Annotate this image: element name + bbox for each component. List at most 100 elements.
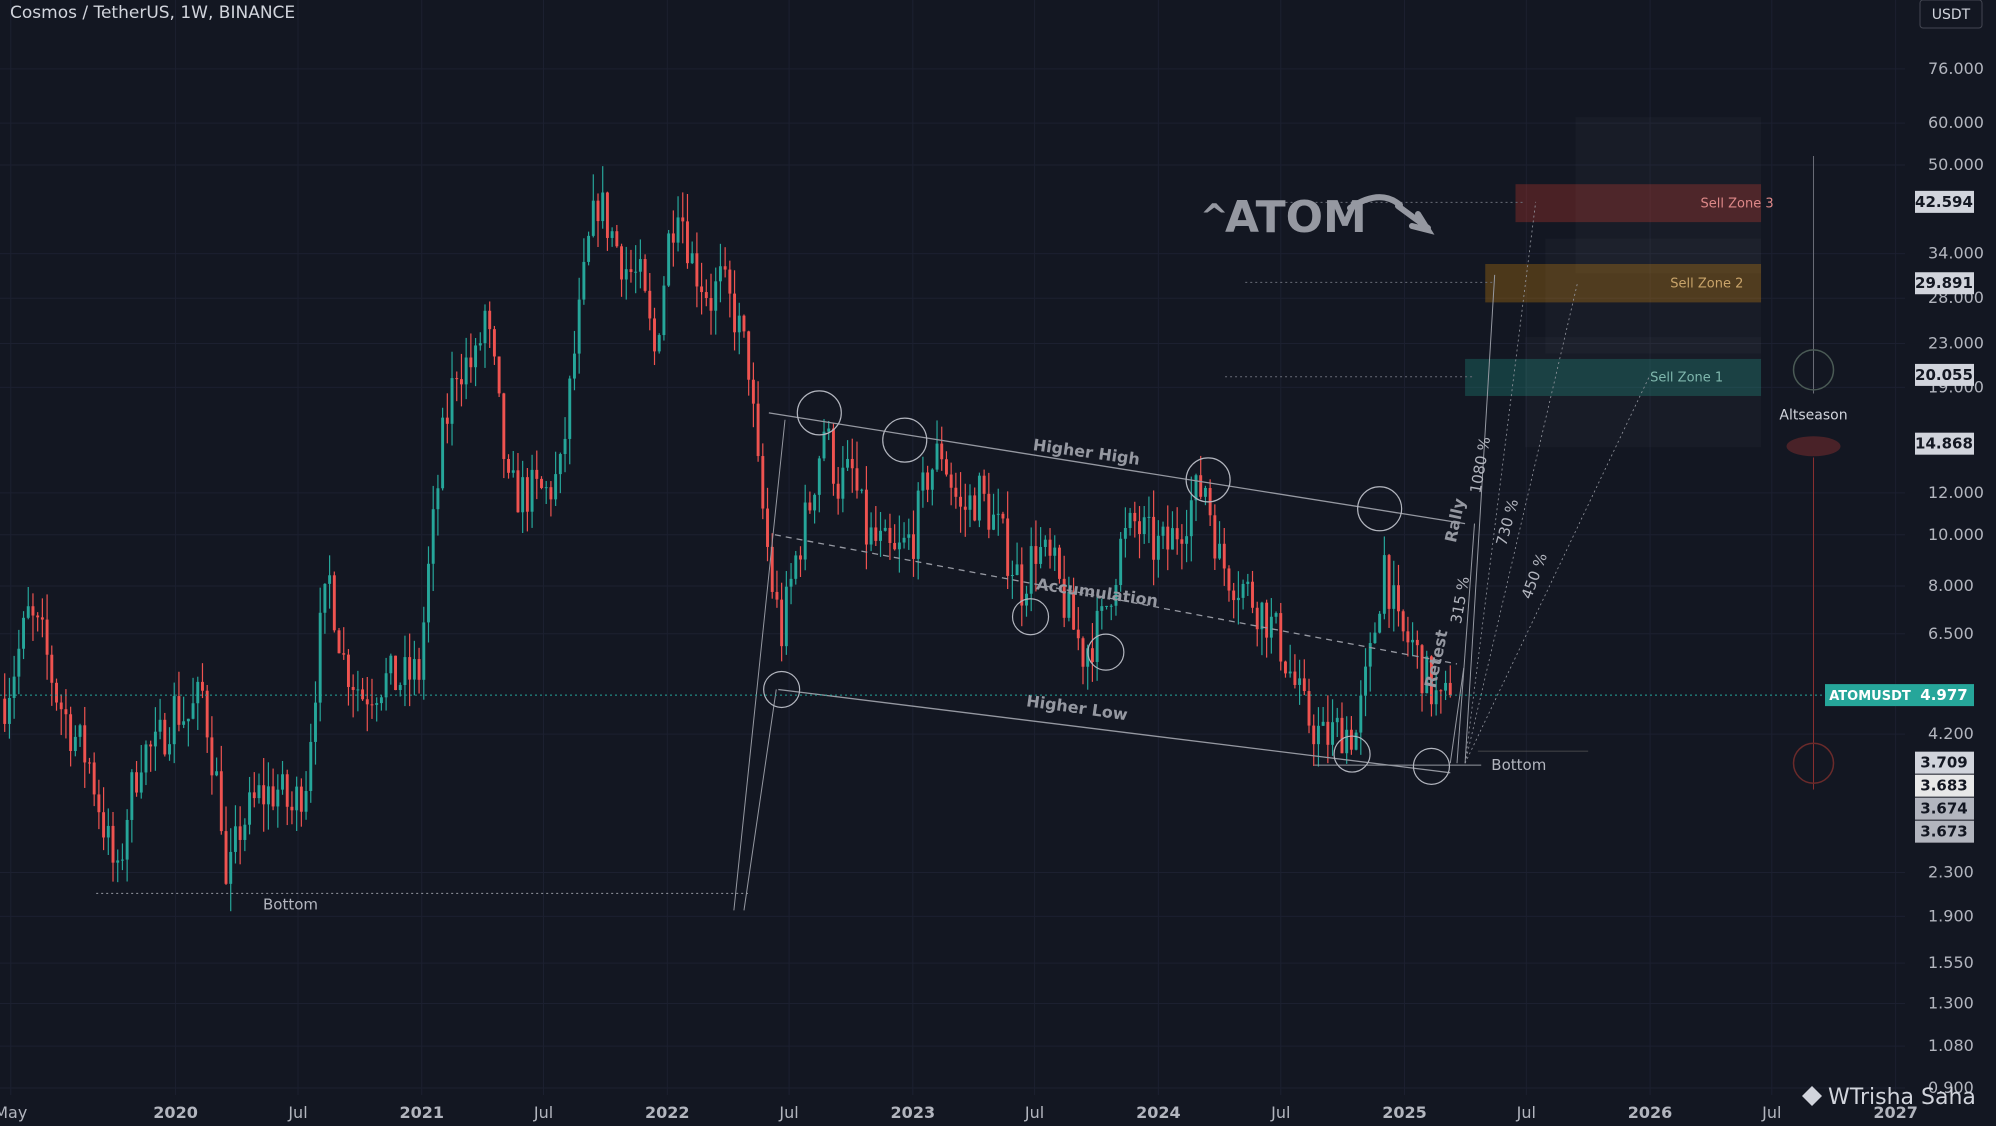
candle-body [1142,517,1146,535]
candle-body [3,698,7,724]
candle-body [1029,546,1033,594]
time-axis[interactable]: May 2020 Jul 2021 Jul 2022 Jul 2023 Jul 2024 Jul 20… [0,1103,1918,1122]
candle-body [427,563,430,623]
sell-zone-band [1465,358,1762,396]
target-line-1080 [1464,201,1537,764]
candle-body [775,591,779,600]
candle-body [252,792,256,799]
candle-body [88,762,91,764]
candle-body [1119,538,1123,586]
candle-body [1171,528,1174,550]
candle-body [201,681,204,691]
candle-body [116,860,120,863]
candle-body [1251,581,1254,608]
candle-body [205,690,209,738]
candle-body [1429,656,1433,705]
retest-arrow [1449,667,1465,764]
candle-body [172,696,176,745]
candle-body [1284,661,1287,674]
candle-body [831,428,835,484]
candle-body [464,357,468,385]
candle-body [817,458,821,495]
candle-body [459,379,463,385]
candle-body [1227,568,1231,591]
candle-body [700,286,704,293]
candle-body [243,824,247,840]
y-tick-label: 12.000 [1928,483,1984,502]
candle-body [601,192,605,222]
higher-low-label: Higher Low [1025,691,1129,724]
candle-body [855,468,859,491]
candle-body [582,261,586,300]
candle-body [1425,656,1429,694]
candle-body [521,477,525,513]
candle-body [314,702,317,742]
candle-body [328,575,332,584]
y-tick-label: 0.900 [1928,1078,1974,1097]
candle-body [229,851,233,884]
candle-body [379,697,383,704]
candle-body [1123,527,1127,539]
price-axis[interactable]: 76.00060.00050.00034.00028.00023.00019.0… [1928,59,1984,1097]
candle-body [1034,546,1038,564]
candle-body [1411,639,1415,643]
current-symbol-tag [1825,684,1915,707]
candle-body [610,231,614,238]
candle-body [535,469,539,479]
candle-body [987,493,991,530]
candle-body [728,269,732,294]
bottom-right-label: Bottom [1491,756,1546,774]
candle-body [1326,721,1330,745]
caret-icon: ^ [1200,197,1229,237]
candle-body [285,774,289,807]
candle-body [676,217,680,243]
y-tick-label: 60.000 [1928,113,1984,132]
candle-body [916,490,920,559]
candle-body [69,714,73,751]
candle-body [1274,613,1278,617]
candle-body [808,502,812,511]
candle-body [1133,512,1137,522]
candle-body [1269,616,1273,638]
candle-body [422,622,426,680]
candle-body [549,487,553,500]
candle-body [973,495,977,521]
candle-body [26,606,30,618]
candle-body [196,681,200,704]
sell-zone-shade [1545,239,1761,354]
candle-body [1015,564,1019,576]
candle-body [516,470,520,513]
candle-body [1401,611,1405,632]
candle-body [902,537,906,543]
y-tick-label: 2.300 [1928,862,1974,881]
candle-body [620,246,624,280]
candle-body [629,269,633,272]
sell-zone-label: Sell Zone 2 [1670,276,1743,291]
candle-body [695,253,699,287]
candle-body [384,673,388,698]
candle-body [681,217,685,222]
candle-body [215,771,219,776]
candle-body [1420,645,1424,694]
candle-body [224,831,228,884]
candle-body [149,744,153,747]
candle-body [667,233,671,286]
watermark: WTrisha Saha [1802,1085,1976,1110]
candle-body [605,192,609,238]
y-tick-label: 8.000 [1928,576,1974,595]
candle-body [22,617,26,649]
candle-body [139,772,143,793]
currency-button[interactable]: USDT [1919,0,1983,29]
altseason-label: Altseason [1779,408,1847,424]
candle-body [304,791,308,812]
candle-body [1444,682,1448,691]
x-tick-label: Jul [533,1103,553,1122]
candle-body [657,335,661,352]
candle-body [558,454,562,475]
candle-body [290,806,294,811]
candle-body [309,741,313,792]
higher-low-trendline [778,688,1451,774]
candle-body [1043,539,1047,547]
